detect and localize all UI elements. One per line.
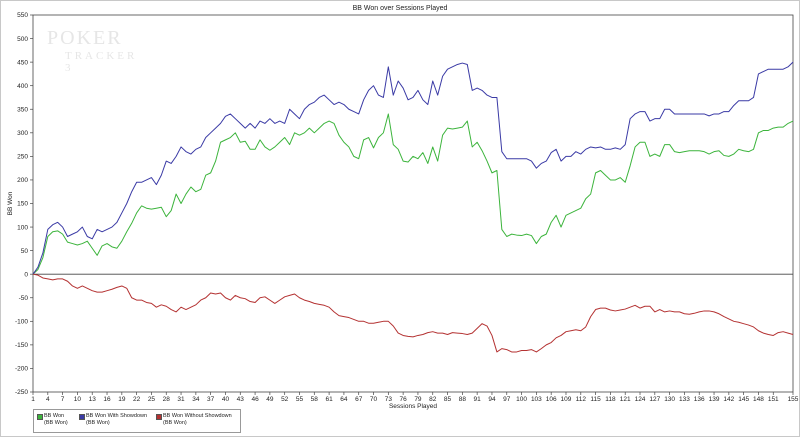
legend-swatch-bb-won-with-showdown (79, 414, 85, 420)
x-tick-label: 121 (620, 396, 631, 403)
x-tick-label: 97 (503, 396, 511, 403)
y-tick-label: 400 (17, 83, 28, 90)
x-tick-label: 7 (61, 396, 65, 403)
y-tick-label: 350 (17, 106, 28, 113)
legend-label-bb-won-with-showdown: BB Won With Showdown (86, 413, 148, 419)
x-tick-label: 76 (400, 396, 408, 403)
y-axis-ticks: 550500450400350300250200150100500-50-100… (15, 12, 33, 396)
legend-unit-bb-won-with-showdown: (BB Won) (86, 420, 110, 426)
x-tick-label: 127 (649, 396, 660, 403)
x-tick-label: 13 (89, 396, 97, 403)
x-tick-label: 49 (266, 396, 274, 403)
x-tick-label: 46 (251, 396, 259, 403)
x-tick-label: 16 (103, 396, 111, 403)
legend-unit-bb-won-without-showdown: (BB Won) (163, 420, 187, 426)
x-tick-label: 70 (370, 396, 378, 403)
legend-label-bb-won-without-showdown: BB Won Without Showdown (163, 413, 232, 419)
y-tick-label: 200 (17, 177, 28, 184)
y-tick-label: -200 (15, 366, 28, 373)
y-tick-label: 500 (17, 36, 28, 43)
x-tick-label: 88 (459, 396, 467, 403)
y-tick-label: 250 (17, 154, 28, 161)
x-tick-label: 79 (414, 396, 422, 403)
y-axis-label: BB Won (7, 191, 14, 215)
y-tick-label: 150 (17, 201, 28, 208)
x-tick-label: 112 (576, 396, 587, 403)
x-tick-label: 73 (385, 396, 393, 403)
x-tick-label: 61 (325, 396, 333, 403)
x-tick-label: 64 (340, 396, 348, 403)
x-tick-label: 28 (163, 396, 171, 403)
x-tick-label: 10 (74, 396, 82, 403)
x-tick-label: 40 (222, 396, 230, 403)
x-tick-label: 4 (46, 396, 50, 403)
x-tick-label: 155 (788, 396, 799, 403)
x-tick-label: 130 (664, 396, 675, 403)
x-tick-label: 22 (133, 396, 141, 403)
x-tick-label: 52 (281, 396, 289, 403)
legend-swatch-bb-won (37, 414, 43, 420)
y-tick-label: -250 (15, 389, 28, 396)
x-tick-label: 115 (590, 396, 601, 403)
x-tick-label: 142 (723, 396, 734, 403)
x-tick-label: 55 (296, 396, 304, 403)
series-line-1 (32, 61, 794, 275)
legend-label-bb-won: BB Won (44, 413, 65, 419)
x-tick-label: 151 (768, 396, 779, 403)
watermark-tracker-text: TRACKER 3 (65, 50, 138, 74)
series-line-2 (32, 273, 794, 353)
x-tick-label: 118 (605, 396, 616, 403)
x-axis-label: Sessions Played (389, 403, 437, 410)
x-tick-label: 139 (709, 396, 720, 403)
y-tick-label: 450 (17, 59, 28, 66)
x-tick-label: 148 (753, 396, 764, 403)
x-tick-label: 109 (561, 396, 572, 403)
y-tick-label: 550 (17, 12, 28, 19)
x-tick-label: 136 (694, 396, 705, 403)
watermark-poker-text: POKER (47, 27, 123, 49)
legend-swatch-bb-won-without-showdown (156, 414, 162, 420)
x-tick-label: 58 (311, 396, 319, 403)
x-tick-label: 91 (474, 396, 482, 403)
y-tick-label: 300 (17, 130, 28, 137)
chart-legend: BB Won (BB Won) BB Won With Showdown (BB… (33, 409, 241, 433)
x-tick-label: 67 (355, 396, 363, 403)
axes (32, 14, 794, 393)
x-tick-label: 37 (207, 396, 215, 403)
x-tick-label: 124 (635, 396, 646, 403)
series-line-0 (32, 113, 794, 275)
plot-border (32, 14, 794, 393)
y-tick-label: -150 (15, 342, 28, 349)
x-tick-label: 145 (738, 396, 749, 403)
x-tick-label: 19 (118, 396, 126, 403)
x-tick-label: 85 (444, 396, 452, 403)
x-tick-label: 34 (192, 396, 200, 403)
x-tick-label: 100 (516, 396, 527, 403)
x-axis-ticks: 1 4 7 10 13 16 19 22 25 28 31 34 37 40 43 46 49 52 55 58 61 6… (31, 392, 799, 403)
x-tick-label: 31 (177, 396, 185, 403)
y-tick-label: 100 (17, 224, 28, 231)
y-tick-label: -50 (19, 295, 29, 302)
x-tick-label: 1 (31, 396, 35, 403)
x-tick-label: 106 (546, 396, 557, 403)
x-tick-label: 43 (237, 396, 245, 403)
pokertracker-watermark-logo: POKER TRACKER 3 (47, 27, 147, 74)
y-tick-label: 0 (24, 271, 28, 278)
x-tick-label: 133 (679, 396, 690, 403)
series-lines (32, 61, 794, 353)
x-tick-label: 82 (429, 396, 437, 403)
y-tick-label: 50 (21, 248, 29, 255)
x-tick-label: 94 (488, 396, 496, 403)
x-tick-label: 25 (148, 396, 156, 403)
chart-title: BB Won over Sessions Played (352, 5, 448, 12)
x-tick-label: 103 (531, 396, 542, 403)
y-tick-label: -100 (15, 319, 28, 326)
legend-unit-bb-won: (BB Won) (44, 420, 68, 426)
